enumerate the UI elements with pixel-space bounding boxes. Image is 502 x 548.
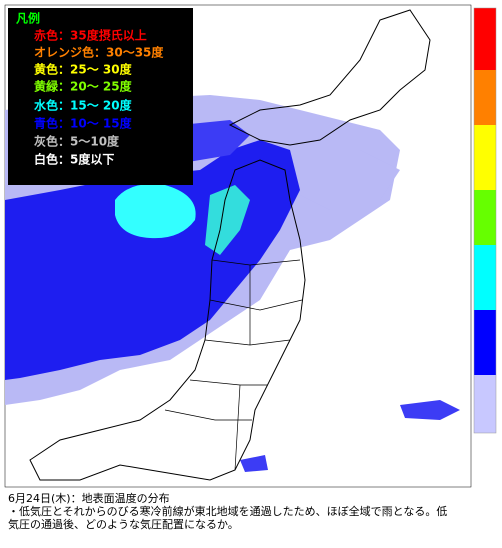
blue-area — [400, 400, 460, 420]
caption: 6月24日(木)：地表面温度の分布 ・低気圧とそれからのびる寒冷前線が東北地域を通… — [8, 492, 498, 531]
legend-item: オレンジ色：30～35度 — [34, 45, 164, 60]
light-area — [300, 150, 400, 210]
cyan-area — [205, 185, 250, 255]
legend-box — [8, 8, 193, 185]
color-bar — [474, 8, 496, 70]
legend-item: 黄色：25～ 30度 — [34, 62, 133, 77]
legend-item: 青色：10～ 15度 — [34, 116, 133, 131]
color-bar-frame — [473, 7, 497, 434]
legend-item: 水色：15～ 20度 — [34, 98, 133, 113]
coastline — [228, 9, 431, 146]
color-bar — [474, 70, 496, 125]
legend-item: 灰色：5～10度 — [34, 134, 120, 149]
color-bar — [474, 190, 496, 245]
coastline — [29, 159, 306, 481]
blue-area — [240, 455, 268, 472]
color-bar — [474, 310, 496, 375]
color-bar — [474, 375, 496, 433]
caption-line: 6月24日(木)：地表面温度の分布 — [8, 492, 170, 505]
legend-item: 白色：5度以下 — [34, 152, 114, 167]
legend-item: 黄緑：20～ 25度 — [34, 79, 133, 94]
legend-title: 凡例 — [16, 11, 40, 26]
color-bar — [474, 245, 496, 310]
caption-line: 気圧の通過後、どのような気圧配置になるか。 — [8, 518, 239, 531]
cyan-area — [115, 184, 196, 239]
legend-item: 赤色：35度摂氏以上 — [34, 28, 147, 43]
prefecture-border — [164, 259, 303, 471]
caption-line: ・低気圧とそれからのびる寒冷前線が東北地域を通過したため、ほぼ全域で雨となる。低 — [8, 505, 448, 518]
color-bar — [474, 125, 496, 190]
